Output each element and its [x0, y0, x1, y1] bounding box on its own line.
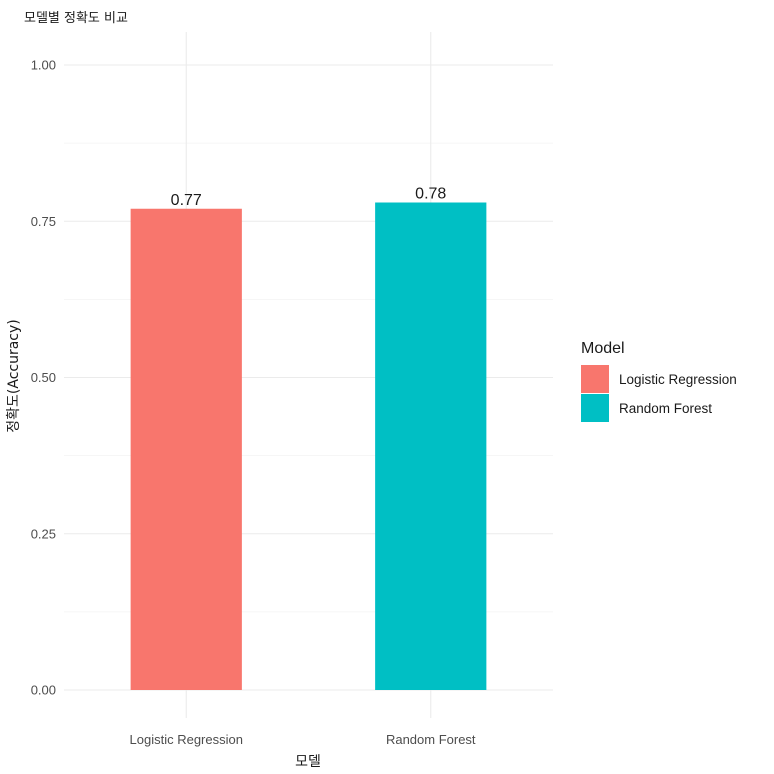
- legend: Model Logistic Regression Random Forest: [581, 340, 737, 422]
- y-axis-title: 정확도(Accuracy): [6, 319, 22, 432]
- data-label: 0.77: [171, 192, 202, 209]
- legend-label: Random Forest: [619, 401, 712, 416]
- y-tick-label: 0.50: [31, 370, 56, 385]
- y-axis-ticks: 0.00 0.25 0.50 0.75 1.00: [31, 58, 56, 698]
- legend-swatch: [581, 394, 609, 422]
- data-labels: 0.77 0.78: [171, 186, 447, 209]
- x-tick-label: Random Forest: [386, 732, 476, 747]
- bars: [130, 202, 487, 690]
- y-tick-label: 0.75: [31, 214, 56, 229]
- bar: [375, 202, 487, 690]
- y-tick-label: 0.00: [31, 683, 56, 698]
- x-axis-ticks: Logistic Regression Random Forest: [130, 732, 476, 747]
- bar: [130, 208, 242, 690]
- chart-title: 모델별 정확도 비교: [24, 11, 128, 26]
- y-tick-label: 1.00: [31, 58, 56, 73]
- legend-title: Model: [581, 340, 625, 357]
- y-tick-label: 0.25: [31, 526, 56, 541]
- data-label: 0.78: [415, 186, 446, 203]
- x-axis-title: 모델: [295, 754, 321, 770]
- x-tick-label: Logistic Regression: [130, 732, 243, 747]
- legend-label: Logistic Regression: [619, 372, 737, 387]
- legend-swatch: [581, 365, 609, 393]
